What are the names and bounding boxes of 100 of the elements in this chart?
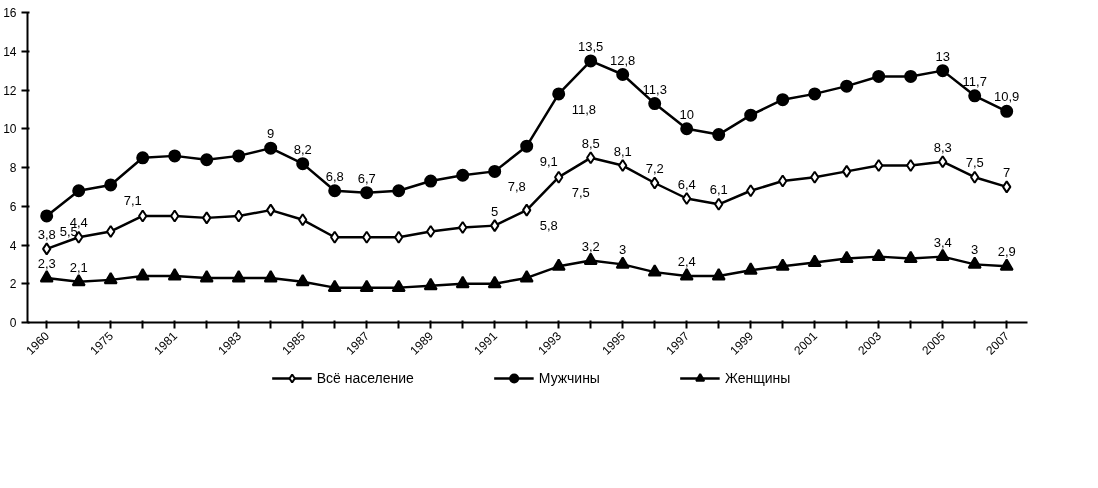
point [104, 178, 118, 192]
point [231, 270, 246, 283]
point [808, 87, 822, 101]
point [840, 79, 854, 93]
point [42, 242, 52, 256]
point [327, 279, 342, 293]
data-label: 11,8 [571, 101, 597, 117]
y-tick-label: 0 [9, 316, 17, 330]
y-tick-label: 10 [3, 122, 17, 137]
point [903, 250, 918, 264]
point [778, 174, 788, 188]
point [616, 68, 630, 81]
point [904, 69, 918, 83]
point [746, 184, 756, 198]
point [842, 164, 852, 178]
point [648, 97, 662, 111]
point [744, 108, 758, 122]
data-label: 2,4 [677, 254, 696, 269]
point [423, 277, 438, 291]
data-label: 3,8 [37, 226, 56, 242]
data-label: 3 [971, 242, 979, 258]
data-label: 6,4 [677, 176, 696, 192]
data-label: 7,5 [965, 155, 984, 171]
point [362, 230, 372, 244]
point [39, 270, 54, 283]
point [743, 262, 758, 275]
data-label: 7 [1003, 164, 1011, 180]
point [266, 203, 276, 217]
data-label: 9 [267, 126, 275, 142]
point [968, 89, 982, 103]
data-label: 13 [935, 48, 950, 64]
data-label: 3,2 [581, 238, 600, 254]
data-label: 11,7 [962, 73, 987, 89]
legend-label: Всё население [316, 370, 414, 386]
data-label: 2,9 [997, 244, 1016, 260]
point [839, 250, 854, 264]
point [202, 211, 212, 225]
point [391, 279, 406, 293]
point [712, 128, 726, 142]
point [584, 54, 598, 68]
data-label: 10,9 [994, 89, 1020, 105]
point [136, 151, 150, 165]
point [330, 230, 340, 244]
point [135, 268, 150, 281]
point [71, 273, 86, 287]
point [714, 197, 724, 211]
point [522, 203, 532, 217]
y-tick-label: 14 [3, 44, 17, 59]
point [359, 279, 374, 293]
point [618, 159, 628, 173]
point [650, 176, 660, 190]
point [455, 275, 470, 289]
point [456, 168, 470, 182]
data-label: 8,5 [581, 135, 600, 151]
data-label: 9,1 [539, 154, 558, 170]
point [551, 258, 566, 271]
point [200, 153, 214, 167]
data-label: 7,8 [507, 179, 526, 195]
point [72, 184, 86, 198]
data-label: 11,3 [642, 81, 667, 97]
data-label: 3,4 [933, 234, 952, 250]
point [680, 122, 694, 136]
point [232, 149, 246, 163]
point [392, 184, 406, 198]
point [295, 273, 310, 287]
point [776, 93, 790, 107]
point [40, 209, 54, 223]
point [487, 275, 502, 289]
point [871, 248, 886, 262]
point [167, 268, 182, 281]
point [298, 213, 308, 227]
y-tick-label: 16 [3, 6, 17, 20]
data-label: 7,1 [123, 192, 142, 208]
point [490, 219, 500, 233]
point [106, 224, 116, 238]
point [520, 139, 534, 153]
point [935, 248, 950, 262]
point [647, 264, 662, 277]
y-tick-label: 4 [9, 238, 17, 253]
data-label: 2,1 [69, 259, 88, 275]
point [1000, 104, 1014, 118]
point [586, 151, 596, 165]
point [170, 209, 180, 223]
point [424, 174, 438, 188]
y-tick-label: 6 [9, 199, 17, 214]
point [906, 159, 916, 173]
data-label: 12,8 [610, 52, 636, 68]
point [394, 230, 404, 244]
point [264, 141, 278, 155]
point [328, 184, 342, 198]
point [872, 69, 886, 83]
legend-label: Женщины [724, 370, 791, 386]
point [426, 224, 436, 238]
point [936, 64, 950, 78]
point [168, 149, 182, 163]
point [711, 268, 726, 281]
point [938, 155, 948, 169]
point [775, 258, 790, 271]
point [583, 252, 598, 265]
legend-label: Мужчины [538, 370, 600, 386]
